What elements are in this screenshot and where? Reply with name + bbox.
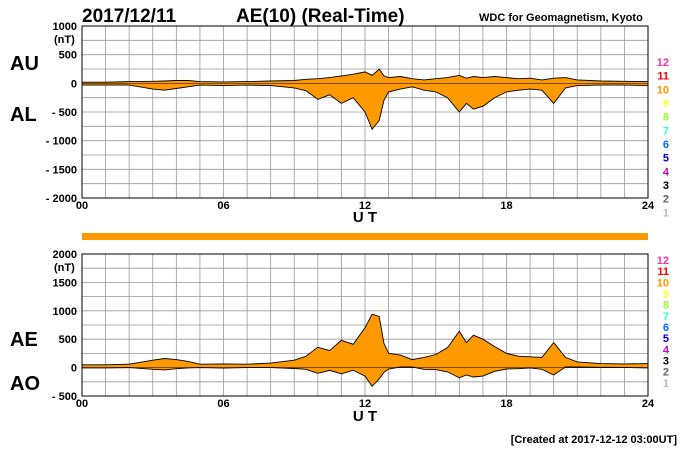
y-tick-label: 2000 — [53, 249, 77, 261]
header-source: WDC for Geomagnetism, Kyoto — [479, 12, 643, 24]
x-tick-label: 00 — [76, 200, 88, 212]
series-label-au: AU — [10, 53, 39, 75]
station-legend-item: 10 — [657, 84, 669, 96]
y-tick-label: 1500 — [53, 277, 77, 289]
y-tick-label: 500 — [59, 334, 77, 346]
station-legend-item: 6 — [663, 139, 669, 151]
x-axis-title-bottom: U T — [353, 408, 377, 425]
x-tick-label: 18 — [500, 200, 512, 212]
station-legend-item: 4 — [663, 344, 670, 356]
x-tick-label: 24 — [642, 200, 655, 212]
station-legend-item: 4 — [663, 166, 670, 178]
station-legend-item: 10 — [657, 277, 669, 289]
station-legend-item: 5 — [663, 333, 669, 345]
station-legend-item: 5 — [663, 153, 669, 165]
series-line-ae — [82, 313, 649, 366]
y-tick-label: 500 — [59, 50, 77, 62]
station-legend-item: 3 — [663, 356, 669, 368]
y-tick-label: 0 — [71, 78, 77, 90]
x-tick-label: 00 — [76, 398, 88, 410]
station-legend-item: 3 — [663, 180, 669, 192]
x-tick-label: 12 — [359, 200, 371, 212]
station-legend-item: 9 — [663, 98, 669, 110]
y-tick-label: - 1000 — [46, 136, 77, 148]
x-tick-label: 12 — [359, 398, 371, 410]
x-tick-label: 06 — [217, 200, 229, 212]
x-axis-title-top: U T — [353, 209, 377, 226]
series-area-au-al — [82, 69, 648, 130]
station-legend-item: 12 — [657, 57, 669, 69]
series-area-ae-ao — [82, 314, 648, 387]
unit-label-bottom: (nT) — [54, 262, 75, 274]
data-coverage-bar — [82, 233, 648, 240]
x-tick-label: 24 — [642, 398, 655, 410]
y-tick-label: - 2000 — [46, 193, 77, 205]
y-tick-label: - 1500 — [46, 164, 77, 176]
station-legend-item: 11 — [657, 266, 669, 278]
station-legend-item: 2 — [663, 367, 669, 379]
y-tick-label: - 500 — [52, 107, 77, 119]
station-legend-item: 7 — [663, 311, 669, 323]
x-tick-label: 06 — [217, 398, 229, 410]
y-tick-label: - 500 — [52, 391, 77, 403]
unit-label-top: (nT) — [54, 34, 75, 46]
station-legend-item: 7 — [663, 125, 669, 137]
header-title: AE(10) (Real-Time) — [236, 6, 405, 27]
station-legend-item: 2 — [663, 194, 669, 206]
station-legend-item: 8 — [663, 300, 669, 312]
x-tick-label: 18 — [500, 398, 512, 410]
y-tick-label: 1000 — [53, 21, 77, 33]
series-label-ae: AE — [10, 329, 38, 351]
station-legend-item: 6 — [663, 322, 669, 334]
station-legend-item: 12 — [657, 255, 669, 267]
plot-frame — [81, 253, 649, 397]
y-tick-label: 1000 — [53, 306, 77, 318]
series-line-au — [82, 68, 649, 83]
station-legend-item: 11 — [657, 71, 669, 83]
series-line-al — [82, 84, 649, 131]
y-tick-label: 0 — [71, 363, 77, 375]
station-legend-item: 9 — [663, 289, 669, 301]
header-date: 2017/12/11 — [82, 6, 176, 27]
station-legend-item: 1 — [663, 207, 669, 219]
series-label-ao: AO — [10, 373, 40, 395]
station-legend-item: 8 — [663, 112, 669, 124]
footer-created: [Created at 2017-12-12 03:00UT] — [511, 434, 678, 446]
plot-frame — [81, 25, 649, 199]
series-label-al: AL — [10, 104, 37, 126]
station-legend-item: 1 — [663, 378, 669, 390]
